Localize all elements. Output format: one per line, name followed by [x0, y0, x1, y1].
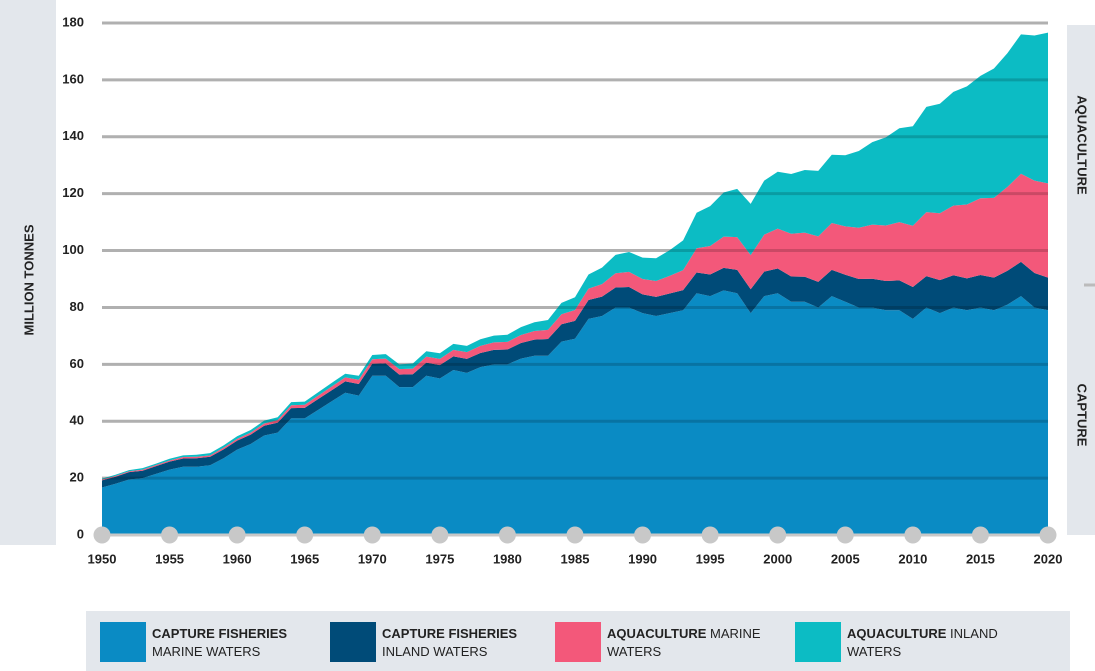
- x-tick-label: 1980: [493, 551, 522, 566]
- chart: MILLION TONNES AQUACULTURE CAPTURE 0 20 40…: [0, 0, 1095, 566]
- x-tick-label: 1965: [290, 551, 319, 566]
- x-tick: [634, 526, 652, 544]
- x-tick-label: 2020: [1034, 551, 1063, 566]
- legend-detail: MARINE WATERS: [607, 626, 761, 659]
- legend-swatch: [330, 622, 376, 662]
- axis-band: [0, 0, 56, 545]
- x-tick-label: 2010: [898, 551, 927, 566]
- legend-text: AQUACULTURE MARINE WATERS: [607, 625, 772, 661]
- x-tick-label: 2015: [966, 551, 995, 566]
- side-band: [1067, 25, 1095, 535]
- x-tick: [904, 526, 922, 544]
- y-tick-label: 20: [70, 470, 84, 485]
- x-tick-label: 1960: [223, 551, 252, 566]
- legend-detail: INLAND WATERS: [847, 626, 998, 659]
- legend-swatch: [795, 622, 841, 662]
- x-tick: [836, 526, 854, 544]
- x-tick: [566, 526, 584, 544]
- y-tick-label: 80: [70, 299, 84, 314]
- x-tick-label: 1950: [88, 551, 117, 566]
- legend-detail: MARINE WATERS: [152, 644, 261, 659]
- area: [102, 290, 1048, 535]
- x-tick-label: 2005: [831, 551, 860, 566]
- x-tick-label: 1970: [358, 551, 387, 566]
- x-tick: [431, 526, 449, 544]
- x-tick: [93, 526, 111, 544]
- y-tick-label: 60: [70, 356, 84, 371]
- legend-detail: INLAND WATERS: [382, 644, 488, 659]
- legend-text: AQUACULTURE INLAND WATERS: [847, 625, 1012, 661]
- y-tick-label: 140: [62, 128, 84, 143]
- y-tick-label: 120: [62, 185, 84, 200]
- x-tick: [498, 526, 516, 544]
- y-axis-label: MILLION TONNES: [21, 224, 36, 335]
- x-tick-label: 2000: [763, 551, 792, 566]
- x-tick: [363, 526, 381, 544]
- x-tick-label: 1955: [155, 551, 184, 566]
- x-tick: [1039, 526, 1057, 544]
- x-tick-label: 1975: [425, 551, 454, 566]
- x-tick-label: 1990: [628, 551, 657, 566]
- legend-label: AQUACULTURE: [847, 626, 947, 641]
- x-tick: [296, 526, 314, 544]
- legend-text: CAPTURE FISHERIES MARINE WATERS: [152, 625, 317, 661]
- legend-swatch: [555, 622, 601, 662]
- x-tick: [228, 526, 246, 544]
- y-tick-label: 160: [62, 71, 84, 86]
- legend: CAPTURE FISHERIES MARINE WATERS CAPTURE F…: [86, 611, 1070, 671]
- x-tick: [769, 526, 787, 544]
- annotation: AQUACULTURE: [1075, 95, 1090, 195]
- legend-text: CAPTURE FISHERIES INLAND WATERS: [382, 625, 547, 661]
- x-tick: [701, 526, 719, 544]
- y-tick-label: 180: [62, 14, 84, 29]
- y-tick-label: 0: [77, 526, 84, 541]
- area: [102, 261, 1048, 488]
- legend-swatch: [100, 622, 146, 662]
- legend-label: AQUACULTURE: [607, 626, 707, 641]
- x-tick-label: 1985: [561, 551, 590, 566]
- y-tick-label: 40: [70, 413, 84, 428]
- x-tick: [161, 526, 179, 544]
- x-tick-label: 1995: [696, 551, 725, 566]
- annotation: CAPTURE: [1075, 384, 1090, 447]
- area: [102, 173, 1048, 481]
- legend-label: CAPTURE FISHERIES: [152, 626, 288, 641]
- legend-label: CAPTURE FISHERIES: [382, 626, 518, 641]
- x-tick: [971, 526, 989, 544]
- y-tick-label: 100: [62, 242, 84, 257]
